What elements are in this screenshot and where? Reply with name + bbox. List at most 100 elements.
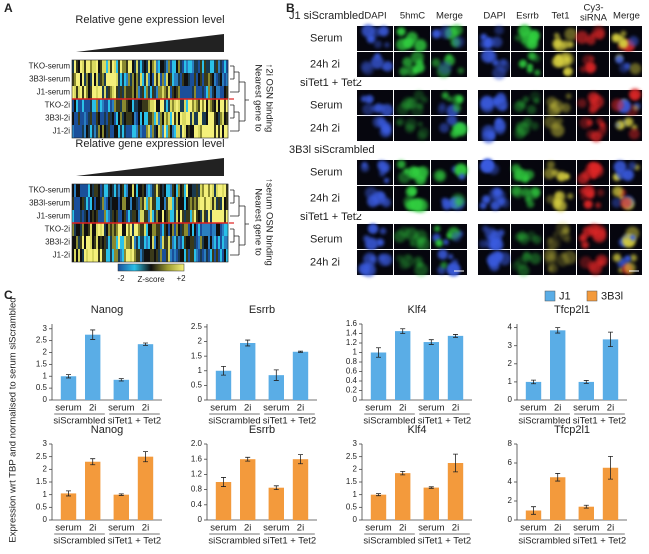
heatmap-cell <box>86 125 89 138</box>
heatmap-cell <box>92 125 95 138</box>
heatmap-cell <box>130 249 133 262</box>
cell-blob <box>378 254 386 262</box>
heatmap-cell <box>86 236 89 249</box>
cell-blob <box>439 26 453 39</box>
micrograph <box>394 90 430 117</box>
cell-blob <box>596 117 604 125</box>
heatmap-cell <box>222 197 225 210</box>
heatmap-cell <box>192 249 195 262</box>
bar <box>550 477 566 520</box>
bar <box>268 487 284 520</box>
heatmap-cell <box>168 249 171 262</box>
heatmap-cell <box>130 112 133 125</box>
x-tick-label: serum <box>573 523 599 534</box>
heatmap-cell <box>214 112 217 125</box>
heatmap-cell <box>156 73 159 86</box>
heatmap-cell <box>130 125 133 138</box>
heatmap-cell <box>202 249 205 262</box>
heatmap-cell <box>186 112 189 125</box>
heatmap-cell <box>208 60 211 73</box>
heatmap-cell <box>104 99 107 112</box>
cell-blob <box>532 54 541 63</box>
bar <box>215 370 232 400</box>
heatmap-cell <box>114 125 117 138</box>
heatmap-cell <box>80 99 83 112</box>
heatmap-cell <box>196 99 199 112</box>
heatmap-cell <box>82 236 85 249</box>
heatmap-cell <box>146 223 149 236</box>
heatmap-cell <box>202 197 205 210</box>
heatmap-cell <box>156 125 159 138</box>
error-bar <box>273 485 279 490</box>
heatmap-cell <box>92 184 95 197</box>
heatmap-cell <box>158 236 161 249</box>
row-label: 3B3l-serum <box>29 75 70 84</box>
heatmap-cell <box>220 210 223 223</box>
chart-title: Nanog <box>91 424 123 436</box>
heatmap-cell <box>190 236 193 249</box>
heatmap-cell <box>82 197 85 210</box>
heatmap-cell <box>96 210 99 223</box>
heatmap-cell <box>112 184 115 197</box>
column-header: Cy3- <box>583 3 603 14</box>
heatmap-cell <box>158 60 161 73</box>
heatmap-cell <box>74 184 77 197</box>
group-label: siTet1 + Tet2 <box>300 77 362 89</box>
heatmap-cell <box>110 210 113 223</box>
heatmap-cell <box>130 197 133 210</box>
heatmap-cell <box>98 86 101 99</box>
heatmap-cell <box>166 197 169 210</box>
heatmap-cell <box>222 112 225 125</box>
heatmap-cell <box>152 249 155 262</box>
heatmap-cell <box>144 112 147 125</box>
y-tick-label: 3 <box>43 324 48 333</box>
heatmap-cell <box>160 223 163 236</box>
heatmap-cell <box>178 73 181 86</box>
heatmap-cell <box>112 236 115 249</box>
heatmap-cell <box>168 223 171 236</box>
heatmap-cell <box>134 210 137 223</box>
heatmap-cell <box>206 184 209 197</box>
heatmap-cell <box>100 60 103 73</box>
heatmap-cell <box>110 197 113 210</box>
cell-blob <box>526 231 537 242</box>
micrograph <box>577 185 609 211</box>
cell-blob <box>452 36 465 48</box>
micrograph <box>610 224 642 249</box>
heatmap-cell <box>194 99 197 112</box>
heatmap-cell <box>80 184 83 197</box>
heatmap-cell <box>194 236 197 249</box>
heatmap-cell <box>200 125 203 138</box>
heatmap-cell <box>146 184 149 197</box>
heatmap-cell <box>96 73 99 86</box>
heatmap-cell <box>210 112 213 125</box>
heatmap-cell <box>170 184 173 197</box>
heatmap-cell <box>126 223 129 236</box>
cell-blob <box>623 233 629 240</box>
y-tick-label: 2 <box>508 496 513 505</box>
heatmap-cell <box>206 86 209 99</box>
heatmap-cell <box>224 249 227 262</box>
heatmap-cell <box>212 210 215 223</box>
heatmap-cell <box>214 60 217 73</box>
micrograph <box>357 52 393 77</box>
bar <box>137 344 154 400</box>
heatmap-cell <box>178 223 181 236</box>
micrograph <box>394 185 430 213</box>
heatmap-cell <box>212 112 215 125</box>
heatmap-cell <box>134 86 137 99</box>
heatmap-cell <box>226 125 229 138</box>
heatmap <box>72 60 229 138</box>
heatmap-cell <box>184 249 187 262</box>
heatmap-cell <box>142 125 145 138</box>
heatmap-cell <box>198 73 201 86</box>
heatmap-cell <box>96 184 99 197</box>
cell-blob <box>447 263 461 276</box>
heatmap-cell <box>120 210 123 223</box>
heatmap-cell <box>218 210 221 223</box>
heatmap-cell <box>132 223 135 236</box>
heatmap-cell <box>136 249 139 262</box>
y-tick-label: 0.5 <box>36 383 48 392</box>
heatmap-cell <box>198 112 201 125</box>
